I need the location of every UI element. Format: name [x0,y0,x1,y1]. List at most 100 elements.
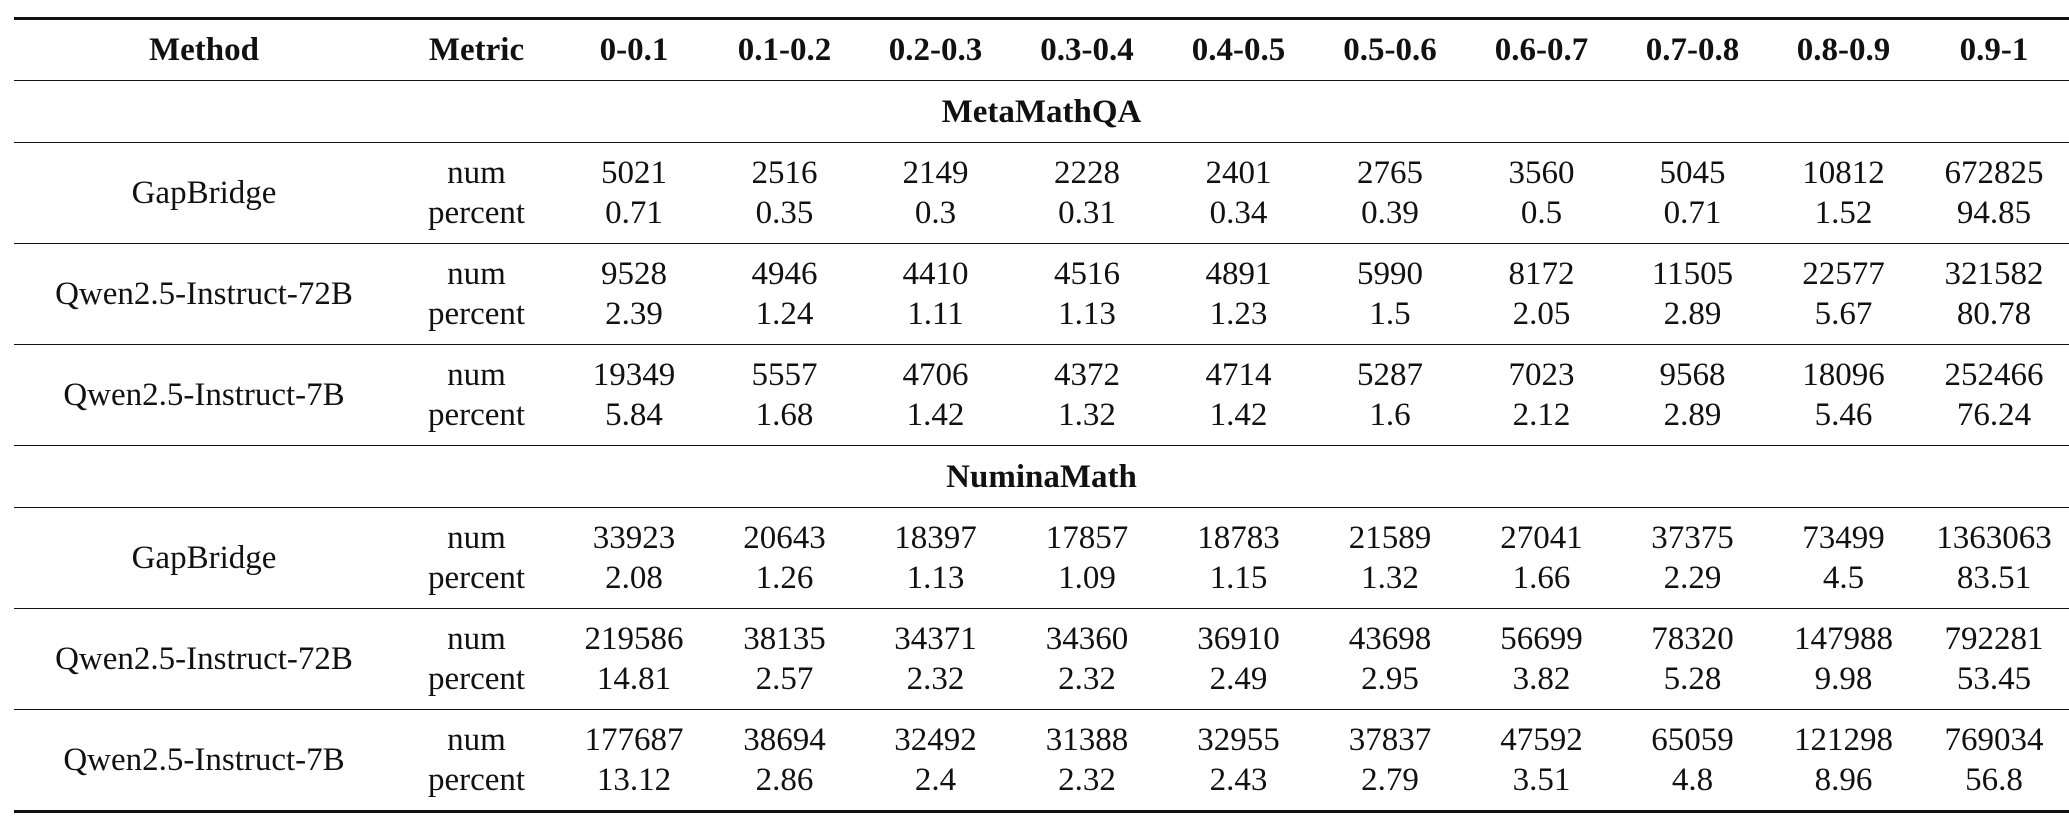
num-value: 3560 [1508,155,1575,191]
percent-value: 2.32 [906,661,965,697]
percent-value: 2.32 [1058,762,1116,798]
value-cell: 769034 56.8 [1919,709,2069,813]
percent-value: 1.15 [1209,560,1268,596]
value-cell: 9528 2.39 [559,243,709,345]
percent-value: 1.6 [1369,397,1411,433]
percent-value: 2.39 [605,296,663,332]
value-cell: 10812 1.52 [1768,142,1919,244]
metric-label-percent: percent [427,560,526,596]
metric-label-num: num [447,357,506,393]
percent-value: 2.95 [1361,661,1419,697]
num-value: 4714 [1205,357,1272,393]
method-cell: Qwen2.5-Instruct-7B [14,709,394,813]
num-value: 65059 [1651,722,1734,758]
percent-value: 94.85 [1956,195,2032,231]
metric-cell: num percent [394,709,559,813]
value-cell: 4372 1.32 [1011,344,1163,446]
num-value: 36910 [1197,621,1280,657]
percent-value: 1.09 [1058,560,1116,596]
metric-label-num: num [447,256,506,292]
metric-cell: num percent [394,344,559,446]
percent-value: 2.05 [1512,296,1571,332]
metric-label-percent: percent [427,661,526,697]
num-value: 4706 [902,357,969,393]
percent-value: 1.24 [755,296,814,332]
num-value: 147988 [1794,621,1893,657]
num-value: 1363063 [1936,520,2052,556]
percent-value: 13.12 [596,762,672,798]
metric-label-num: num [447,155,506,191]
value-cell: 672825 94.85 [1919,142,2069,244]
header-bin: 0-0.1 [559,17,709,81]
method-cell: GapBridge [14,142,394,244]
percent-value: 2.12 [1512,397,1571,433]
value-cell: 5990 1.5 [1314,243,1466,345]
method-cell: GapBridge [14,507,394,609]
value-cell: 31388 2.32 [1011,709,1163,813]
num-value: 32955 [1197,722,1280,758]
percent-value: 0.71 [1663,195,1722,231]
table-row: Qwen2.5-Instruct-7B num percent 177687 13.12… [14,709,2069,813]
num-value: 34360 [1045,621,1129,657]
num-value: 769034 [1944,722,2044,758]
method-cell: Qwen2.5-Instruct-72B [14,243,394,345]
percent-value: 4.5 [1822,560,1865,596]
percent-value: 0.71 [605,195,663,231]
num-value: 252466 [1944,357,2044,393]
num-value: 31388 [1045,722,1129,758]
value-cell: 2228 0.31 [1011,142,1163,244]
header-bin: 0.9-1 [1919,17,2069,81]
value-cell: 2149 0.3 [860,142,1011,244]
metric-label-percent: percent [427,195,526,231]
value-cell: 34371 2.32 [860,608,1011,710]
percent-value: 1.32 [1058,397,1116,433]
value-cell: 18397 1.13 [860,507,1011,609]
num-value: 43698 [1348,621,1432,657]
value-cell: 73499 4.5 [1768,507,1919,609]
num-value: 5557 [751,357,818,393]
header-bin: 0.8-0.9 [1768,17,1919,81]
value-cell: 36910 2.49 [1163,608,1314,710]
value-cell: 65059 4.8 [1617,709,1768,813]
percent-value: 1.42 [1209,397,1268,433]
percent-value: 1.23 [1209,296,1268,332]
num-value: 32492 [894,722,977,758]
value-cell: 4410 1.11 [860,243,1011,345]
method-cell: Qwen2.5-Instruct-7B [14,344,394,446]
percent-value: 56.8 [1965,762,2023,798]
percent-value: 5.46 [1814,397,1873,433]
value-cell: 4516 1.13 [1011,243,1163,345]
value-cell: 17857 1.09 [1011,507,1163,609]
table-row: Qwen2.5-Instruct-72B num percent 9528 2.39 49… [14,243,2069,345]
num-value: 7023 [1508,357,1575,393]
value-cell: 4706 1.42 [860,344,1011,446]
value-cell: 37837 2.79 [1314,709,1466,813]
table-row: GapBridge num percent 33923 2.08 20643 1.26 183… [14,507,2069,609]
num-value: 4946 [751,256,818,292]
num-value: 18096 [1802,357,1885,393]
num-value: 2516 [751,155,818,191]
section-title: NuminaMath [14,445,2069,508]
num-value: 2228 [1054,155,1120,191]
percent-value: 0.35 [755,195,814,231]
value-cell: 5287 1.6 [1314,344,1466,446]
percent-value: 4.8 [1671,762,1714,798]
value-cell: 4946 1.24 [709,243,860,345]
percent-value: 9.98 [1814,661,1873,697]
num-value: 21589 [1348,520,1432,556]
percent-value: 5.28 [1663,661,1722,697]
header-row: Method Metric 0-0.1 0.1-0.2 0.2-0.3 0.3-… [14,17,2069,81]
header-bin: 0.6-0.7 [1466,17,1617,81]
section-title: MetaMathQA [14,80,2069,143]
percent-value: 2.49 [1209,661,1268,697]
num-value: 177687 [584,722,684,758]
value-cell: 22577 5.67 [1768,243,1919,345]
num-value: 4372 [1054,357,1120,393]
num-value: 792281 [1944,621,2044,657]
percent-value: 1.11 [907,296,964,332]
percent-value: 1.5 [1369,296,1411,332]
value-cell: 20643 1.26 [709,507,860,609]
value-cell: 2765 0.39 [1314,142,1466,244]
num-value: 9528 [601,256,667,292]
section-row: MetaMathQA [14,80,2069,143]
